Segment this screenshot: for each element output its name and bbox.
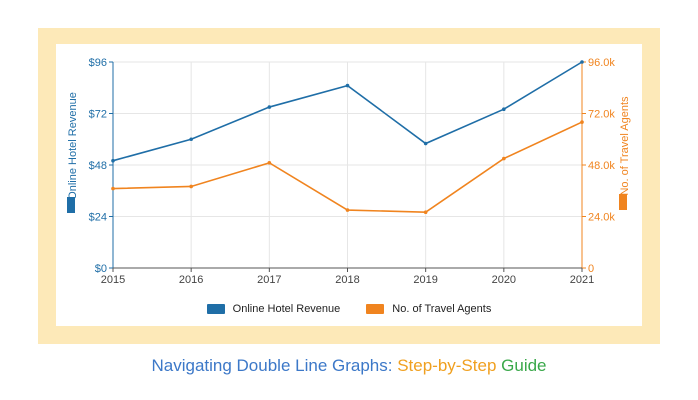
right-tick-label: 48.0k: [588, 160, 615, 172]
data-point-revenue: [502, 107, 506, 112]
data-point-revenue: [267, 105, 272, 109]
caption-part-3: Guide: [496, 356, 547, 375]
left-axis-swatch: [67, 197, 75, 213]
right-tick-label: 24.0k: [588, 212, 615, 224]
data-point-revenue: [189, 137, 193, 142]
x-tick-label: 2015: [101, 274, 125, 286]
right-tick-label: 96.0k: [588, 57, 615, 69]
data-point-revenue: [423, 141, 428, 146]
legend-item-agents[interactable]: No. of Travel Agents: [366, 300, 491, 318]
page-caption: Navigating Double Line Graphs: Step-by-S…: [0, 356, 698, 376]
legend-swatch-revenue: [206, 304, 225, 314]
left-tick-label: $96: [89, 57, 107, 69]
left-tick-label: $24: [89, 212, 107, 224]
chart-panel: [56, 44, 642, 326]
right-tick-label: 0: [588, 263, 594, 275]
data-point-agents: [345, 208, 350, 212]
caption-part-2: Step-by-Step: [397, 356, 497, 375]
legend-label-revenue: Online Hotel Revenue: [232, 303, 341, 315]
left-tick-label: $0: [95, 263, 107, 275]
data-point-agents: [502, 156, 506, 161]
data-point-agents: [111, 186, 115, 191]
chart-legend: Online Hotel Revenue No. of Travel Agent…: [0, 300, 698, 318]
right-axis-title: No. of Travel Agents: [619, 96, 631, 196]
legend-item-revenue[interactable]: Online Hotel Revenue: [206, 300, 341, 318]
x-tick-label: 2021: [570, 274, 594, 286]
x-tick-label: 2016: [179, 274, 203, 286]
data-point-agents: [189, 184, 193, 189]
data-point-agents: [423, 210, 428, 215]
data-point-agents: [580, 120, 584, 124]
legend-label-agents: No. of Travel Agents: [392, 303, 492, 315]
x-tick-label: 2020: [492, 274, 516, 286]
legend-swatch-agents: [366, 304, 385, 314]
caption-part-1: Navigating Double Line Graphs:: [151, 356, 398, 375]
left-tick-label: $72: [89, 109, 107, 121]
x-tick-label: 2018: [335, 274, 359, 286]
right-axis-swatch: [619, 194, 627, 210]
data-point-revenue: [580, 60, 584, 64]
data-point-revenue: [345, 83, 350, 88]
x-tick-label: 2019: [413, 274, 437, 286]
x-tick-label: 2017: [257, 274, 281, 286]
right-tick-label: 72.0k: [588, 109, 615, 121]
data-point-revenue: [111, 158, 115, 163]
data-point-agents: [267, 161, 272, 165]
left-axis-title: Online Hotel Revenue: [67, 92, 79, 200]
left-tick-label: $48: [89, 160, 107, 172]
